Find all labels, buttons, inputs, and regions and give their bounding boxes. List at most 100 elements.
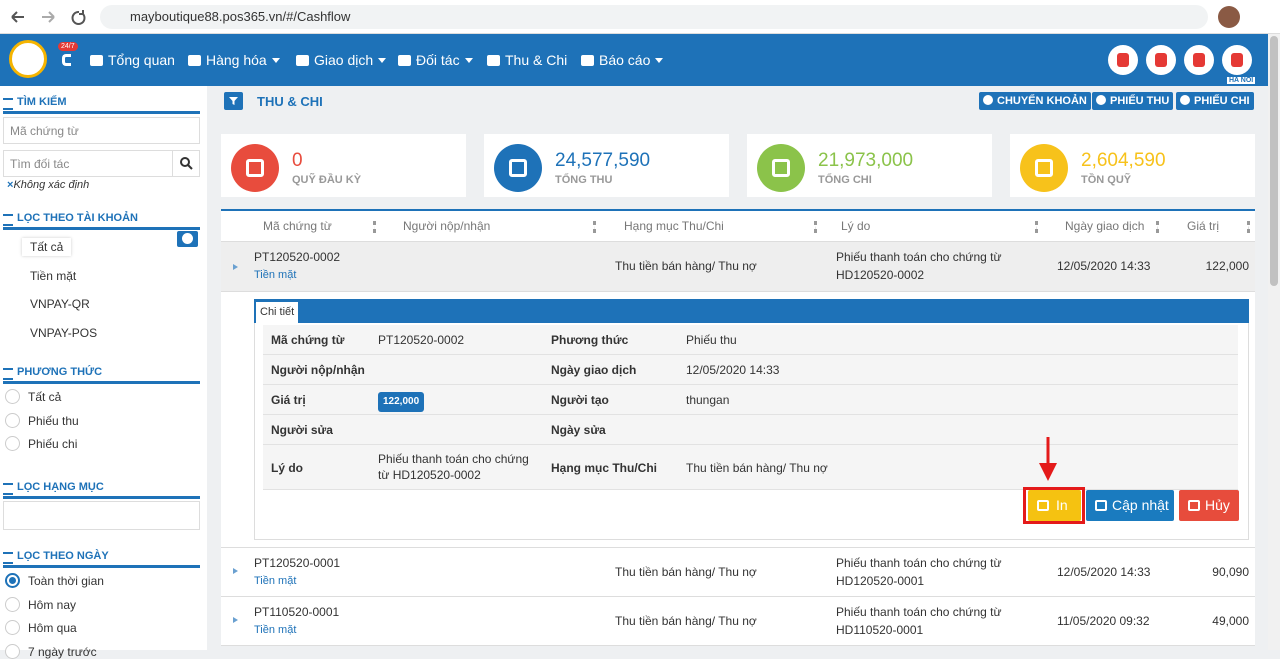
detail-label: Người nộp/nhận xyxy=(271,363,365,377)
add-account-button[interactable] xyxy=(177,231,198,247)
location-button[interactable] xyxy=(1146,45,1176,75)
radio[interactable] xyxy=(5,436,20,451)
account-option[interactable]: VNPAY-POS xyxy=(30,326,98,341)
column-header[interactable]: Hạng mục Thu/Chi xyxy=(624,219,724,233)
expand-toggle[interactable] xyxy=(233,568,238,574)
reason: Phiếu thanh toán cho chứng từ HD120520-0… xyxy=(836,250,1002,282)
method-option[interactable]: Phiếu chi xyxy=(28,437,78,451)
receipt-button[interactable]: PHIẾU THU xyxy=(1092,92,1174,110)
radio[interactable] xyxy=(5,643,20,659)
column-menu[interactable] xyxy=(1156,221,1159,233)
search-button[interactable] xyxy=(172,150,200,177)
nav-item[interactable]: Hàng hóa xyxy=(188,52,280,68)
summary-value: 21,973,000 xyxy=(818,150,914,171)
nav-item[interactable]: Đối tác xyxy=(398,52,473,68)
filter-icon xyxy=(229,97,238,105)
column-header[interactable]: Ngày giao dịch xyxy=(1065,219,1145,233)
nav-item[interactable]: Thu & Chi xyxy=(487,52,567,68)
button-label: Cập nhật xyxy=(1112,497,1169,513)
nav-label: Hàng hóa xyxy=(206,52,267,68)
detail-label: Mã chứng từ xyxy=(271,333,345,347)
icon-glyph xyxy=(772,159,790,177)
account-option[interactable]: Tiền mặt xyxy=(30,268,77,283)
partner-input[interactable]: Tìm đối tác xyxy=(3,150,173,177)
date-option[interactable]: Toàn thời gian xyxy=(28,574,104,588)
reason: Phiếu thanh toán cho chứng từ HD120520-0… xyxy=(836,556,1002,588)
payment-button[interactable]: PHIẾU CHI xyxy=(1176,92,1254,110)
column-header[interactable]: Mã chứng từ xyxy=(263,219,332,233)
user-button[interactable] xyxy=(1222,45,1252,75)
detail-label: Lý do xyxy=(271,460,303,475)
summary-label: QUỸ ĐẦU KỲ xyxy=(292,174,362,186)
phone-icon[interactable] xyxy=(62,54,71,66)
section-title: LỌC HẠNG MỤC xyxy=(3,481,200,499)
detail-tab[interactable]: Chi tiết xyxy=(256,302,299,323)
voucher-input[interactable]: Mã chứng từ xyxy=(3,117,200,144)
radio[interactable] xyxy=(5,596,20,612)
nav-icon xyxy=(398,54,411,66)
location-label: HA NOI xyxy=(1227,77,1256,84)
page-title: THU & CHI xyxy=(257,94,323,109)
table-row[interactable]: PT120520-0002 Tiền mặt Thu tiền bán hàng/ … xyxy=(221,242,1255,292)
summary-label: TỔNG CHI xyxy=(818,174,872,186)
address-bar[interactable]: mayboutique88.pos365.vn/#/Cashflow xyxy=(100,5,1208,29)
column-menu[interactable] xyxy=(373,221,376,233)
date-option[interactable]: Hôm qua xyxy=(28,621,77,635)
table-row[interactable]: PT120520-0001 Tiền mặt Thu tiền bán hàng/ … xyxy=(221,548,1255,597)
column-header[interactable]: Người nộp/nhận xyxy=(403,219,491,233)
detail-label: Hạng mục Thu/Chi xyxy=(551,460,657,475)
profile-avatar[interactable] xyxy=(1218,6,1240,28)
voucher-code[interactable]: PT120520-0001 xyxy=(254,556,341,570)
column-header[interactable]: Lý do xyxy=(841,219,871,233)
summary-card: 21,973,000 TỔNG CHI xyxy=(747,134,992,197)
annotation-arrow xyxy=(1039,437,1057,481)
column-menu[interactable] xyxy=(1035,221,1038,233)
print-button[interactable]: In xyxy=(1028,490,1081,521)
method-option[interactable]: Phiếu thu xyxy=(28,413,79,428)
detail-label: Người sửa xyxy=(271,423,333,437)
settings-button[interactable] xyxy=(1184,45,1214,75)
transfer-button[interactable]: CHUYỂN KHOẢN xyxy=(979,92,1091,110)
column-menu[interactable] xyxy=(1247,221,1250,233)
nav-item[interactable]: Tổng quan xyxy=(90,52,175,68)
voucher-code[interactable]: PT110520-0001 xyxy=(254,605,340,619)
radio[interactable] xyxy=(5,389,20,404)
amount: 90,090 xyxy=(1212,565,1249,579)
date: 12/05/2020 14:33 xyxy=(1057,259,1151,273)
expand-toggle[interactable] xyxy=(233,617,238,623)
category: Thu tiền bán hàng/ Thu nợ xyxy=(615,614,757,628)
filter-toggle[interactable] xyxy=(224,92,243,110)
detail-value: 12/05/2020 14:33 xyxy=(686,363,780,377)
detail-label: Phương thức xyxy=(551,333,629,347)
radio[interactable] xyxy=(5,412,20,428)
date-option[interactable]: 7 ngày trước xyxy=(28,644,97,659)
account-option[interactable]: Tất cả xyxy=(22,238,71,256)
voucher-code[interactable]: PT120520-0002 xyxy=(254,250,341,264)
caret xyxy=(464,57,473,63)
expand-toggle[interactable] xyxy=(233,264,238,270)
logo[interactable] xyxy=(9,40,47,78)
category-input[interactable] xyxy=(3,501,200,530)
column-header[interactable]: Giá trị xyxy=(1187,219,1220,233)
cart-button[interactable] xyxy=(1108,45,1138,75)
button-label: Hủy xyxy=(1205,497,1230,513)
method-option[interactable]: Tất cả xyxy=(28,390,62,404)
nav-item[interactable]: Giao dịch xyxy=(296,52,387,68)
date-option[interactable]: Hôm nay xyxy=(28,597,77,612)
cancel-button[interactable]: Hủy xyxy=(1179,490,1239,521)
nav-item[interactable]: Báo cáo xyxy=(581,52,664,68)
nav-icon xyxy=(296,54,309,66)
scrollbar[interactable] xyxy=(1268,34,1280,650)
column-menu[interactable] xyxy=(814,221,817,233)
search-icon xyxy=(180,157,193,170)
partner-filter[interactable]: ×Không xác định xyxy=(7,179,90,191)
summary-icon xyxy=(757,144,805,192)
radio[interactable] xyxy=(5,620,20,635)
column-menu[interactable] xyxy=(593,221,596,233)
account-option[interactable]: VNPAY-QR xyxy=(30,297,90,312)
update-button[interactable]: Cập nhật xyxy=(1086,490,1174,521)
category: Thu tiền bán hàng/ Thu nợ xyxy=(615,259,757,273)
radio[interactable] xyxy=(5,573,20,588)
browser-controls[interactable] xyxy=(8,8,88,26)
table-row[interactable]: PT110520-0001 Tiền mặt Thu tiền bán hàng/ … xyxy=(221,597,1255,646)
